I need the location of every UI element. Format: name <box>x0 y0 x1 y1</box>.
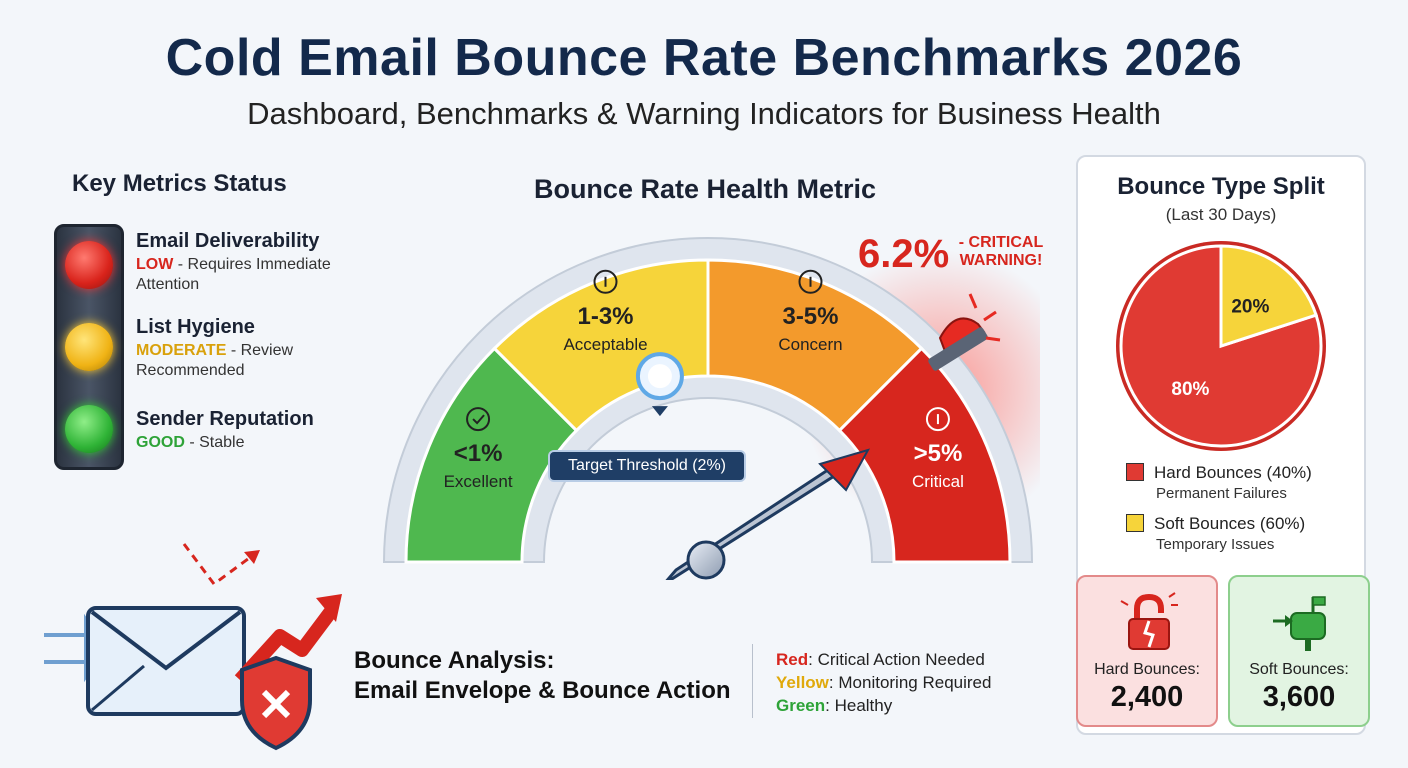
gauge-needle <box>665 448 871 580</box>
yellow-lamp-icon <box>65 323 113 371</box>
pie-title: Bounce Type Split <box>1117 173 1325 200</box>
page-subtitle: Dashboard, Benchmarks & Warning Indicato… <box>247 96 1161 131</box>
legend-name: Soft Bounces (60%) <box>1154 514 1306 533</box>
metric-note: - Review Recommended <box>136 342 294 379</box>
segment-label-3: Critical <box>912 472 964 491</box>
broken-lock-icon <box>1120 592 1178 650</box>
mailbox-icon <box>1273 596 1326 651</box>
segment-range-2: 3-5% <box>782 303 838 330</box>
green-lamp-icon <box>65 405 113 453</box>
siren-icon <box>928 293 1001 371</box>
metric-sender-reputation: Sender Reputation GOOD - Stable <box>136 408 376 453</box>
legend-red: Red: Critical Action Needed <box>776 648 991 671</box>
bounce-rate-gauge: <1% Excellent 1-3% Acceptable 3-5% Concern >5%… <box>382 237 1040 580</box>
soft-bounces-card: Soft Bounces: 3,600 <box>1228 575 1370 727</box>
traffic-light-icon <box>54 224 124 470</box>
pie-label-0: 80% <box>1171 379 1209 400</box>
hard-bounces-value: 2,400 <box>1110 681 1184 713</box>
legend-swatch <box>1126 463 1144 481</box>
metric-desc: MODERATE - Review Recommended <box>136 341 376 381</box>
soft-bounces-value: 3,600 <box>1262 681 1336 713</box>
metric-name: List Hygiene <box>136 316 255 338</box>
info-icon <box>593 269 618 294</box>
bounce-analysis-line2: Email Envelope & Bounce Action <box>354 677 731 704</box>
metric-note: - Stable <box>184 434 245 451</box>
key-metrics-title: Key Metrics Status <box>72 170 287 197</box>
page-title: Cold Email Bounce Rate Benchmarks 2026 <box>165 29 1243 87</box>
metric-name: Email Deliverability <box>136 230 320 252</box>
metric-note: - Requires Immediate Attention <box>136 256 331 293</box>
legend-sub: Temporary Issues <box>1156 536 1275 553</box>
pie-legend-hard: Hard Bounces (40%) Permanent Failures <box>1126 463 1312 502</box>
hard-bounces-label: Hard Bounces: <box>1094 661 1200 678</box>
metric-status: LOW <box>136 256 174 273</box>
metric-email-deliverability: Email Deliverability LOW - Requires Imme… <box>136 230 376 295</box>
gauge-title: Bounce Rate Health Metric <box>533 174 877 204</box>
metric-status: MODERATE <box>136 342 227 359</box>
pie-slice-1 <box>1219 244 1318 349</box>
threshold-pointer <box>651 406 668 417</box>
divider <box>752 644 753 718</box>
metric-desc: LOW - Requires Immediate Attention <box>136 255 376 295</box>
envelope-bounce-icon <box>44 543 342 751</box>
warning-triangle-icon <box>925 407 950 432</box>
exclamation-icon <box>798 269 823 294</box>
critical-warning-label: - CRITICAL WARNING! <box>958 234 1044 269</box>
legend-yellow: Yellow: Monitoring Required <box>776 671 991 694</box>
legend-text: : Monitoring Required <box>828 673 992 692</box>
legend-sub: Permanent Failures <box>1156 485 1287 502</box>
bounce-type-pie: 80% 20% <box>1116 241 1326 451</box>
legend-swatch <box>1126 514 1144 532</box>
segment-range-1: 1-3% <box>577 303 633 330</box>
hard-bounces-card: Hard Bounces: 2,400 <box>1076 575 1218 727</box>
color-legend: Red: Critical Action Needed Yellow: Moni… <box>776 648 991 717</box>
segment-label-0: Excellent <box>444 472 513 491</box>
red-lamp-icon <box>65 241 113 289</box>
legend-green: Green: Healthy <box>776 694 991 717</box>
pie-subtitle: (Last 30 Days) <box>1165 205 1277 224</box>
legend-text: : Critical Action Needed <box>808 650 985 669</box>
segment-range-3: >5% <box>914 440 963 467</box>
pie-legend-soft: Soft Bounces (60%) Temporary Issues <box>1126 514 1305 553</box>
bounce-analysis-line1: Bounce Analysis: <box>354 647 555 674</box>
segment-label-2: Concern <box>778 335 842 354</box>
target-threshold-label: Target Threshold (2%) <box>548 450 746 482</box>
bounce-analysis-title: Bounce Analysis: Email Envelope & Bounce… <box>354 646 731 706</box>
metric-list-hygiene: List Hygiene MODERATE - Review Recommend… <box>136 316 376 381</box>
legend-key: Green <box>776 696 826 715</box>
gauge-segment-3 <box>837 346 1012 564</box>
legend-key: Yellow <box>776 673 829 692</box>
soft-bounces-label: Soft Bounces: <box>1249 661 1349 678</box>
pie-label-1: 20% <box>1231 297 1269 318</box>
needle-hub <box>686 540 726 580</box>
segment-label-1: Acceptable <box>563 335 647 354</box>
segment-range-0: <1% <box>454 440 503 467</box>
bounce-type-panel: Bounce Type Split (Last 30 Days) 80% 20% … <box>1076 155 1370 735</box>
metric-name: Sender Reputation <box>136 408 314 430</box>
legend-text: : Healthy <box>825 696 893 715</box>
metric-desc: GOOD - Stable <box>136 433 376 453</box>
check-circle-icon <box>466 407 491 432</box>
current-value: 6.2% <box>858 232 950 276</box>
threshold-marker-core <box>647 364 672 389</box>
legend-key: Red <box>776 650 809 669</box>
legend-name: Hard Bounces (40%) <box>1154 463 1312 482</box>
metric-status: GOOD <box>136 434 185 451</box>
